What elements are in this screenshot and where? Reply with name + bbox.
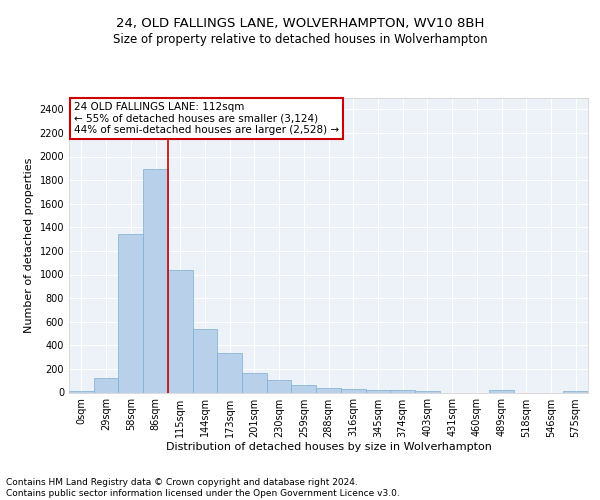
Bar — [69, 390, 94, 392]
Bar — [390, 390, 415, 392]
Text: 24 OLD FALLINGS LANE: 112sqm
← 55% of detached houses are smaller (3,124)
44% of: 24 OLD FALLINGS LANE: 112sqm ← 55% of de… — [74, 102, 340, 135]
Text: Size of property relative to detached houses in Wolverhampton: Size of property relative to detached ho… — [113, 32, 487, 46]
Bar — [94, 378, 118, 392]
Bar — [563, 390, 588, 392]
Bar — [341, 389, 365, 392]
X-axis label: Distribution of detached houses by size in Wolverhampton: Distribution of detached houses by size … — [166, 442, 491, 452]
Bar — [489, 390, 514, 392]
Bar — [365, 390, 390, 392]
Bar — [267, 380, 292, 392]
Text: 24, OLD FALLINGS LANE, WOLVERHAMPTON, WV10 8BH: 24, OLD FALLINGS LANE, WOLVERHAMPTON, WV… — [116, 18, 484, 30]
Bar — [316, 388, 341, 392]
Bar — [217, 353, 242, 393]
Y-axis label: Number of detached properties: Number of detached properties — [24, 158, 34, 332]
Text: Contains HM Land Registry data © Crown copyright and database right 2024.
Contai: Contains HM Land Registry data © Crown c… — [6, 478, 400, 498]
Bar — [118, 234, 143, 392]
Bar — [168, 270, 193, 392]
Bar — [193, 329, 217, 392]
Bar — [292, 386, 316, 392]
Bar — [242, 373, 267, 392]
Bar — [143, 170, 168, 392]
